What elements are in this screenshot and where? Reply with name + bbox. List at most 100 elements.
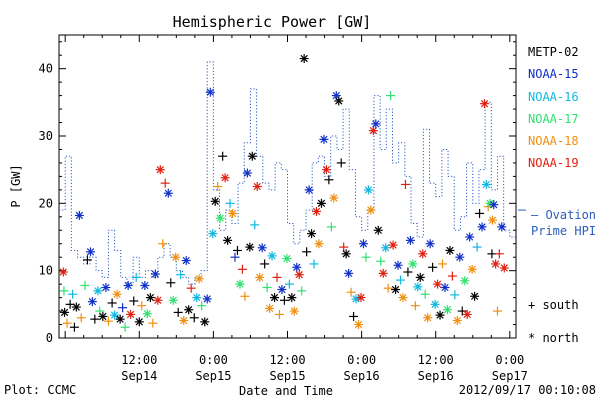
south-point xyxy=(240,291,250,301)
south-point xyxy=(450,290,460,300)
x-axis-label: Date and Time xyxy=(239,384,333,398)
south-point xyxy=(197,301,207,311)
south-point xyxy=(76,313,86,323)
north-point xyxy=(257,243,267,253)
y-tick-label: 10 xyxy=(39,264,53,278)
north-point xyxy=(171,252,181,262)
north-point xyxy=(425,239,435,249)
y-axis-label: P [GW] xyxy=(9,164,23,207)
south-point xyxy=(309,259,319,269)
south-point xyxy=(428,262,438,272)
legend-ovation-label: — Ovation xyxy=(531,208,596,222)
x-tick-sublabel: Sep16 xyxy=(344,369,380,383)
south-point xyxy=(336,158,346,168)
north-point xyxy=(98,311,108,321)
south-point xyxy=(218,151,228,161)
south-point xyxy=(69,322,79,332)
y-axis: 0 10 20 30 40 xyxy=(39,41,516,345)
north-point xyxy=(126,309,136,319)
south-point xyxy=(279,295,289,305)
north-point xyxy=(481,179,491,189)
south-point xyxy=(237,264,247,274)
south-point xyxy=(173,307,183,317)
x-tick-label: 12:00 xyxy=(269,353,305,367)
south-point xyxy=(324,175,334,185)
north-point xyxy=(460,276,470,286)
legend-metp-02: METP-02 xyxy=(528,45,579,59)
y-tick-label: 20 xyxy=(39,196,53,210)
x-axis: 12:00 Sep14 0:00 Sep15 12:00 Sep15 0:00 Sep16 12… xyxy=(64,35,528,383)
south-point xyxy=(158,239,168,249)
south-point xyxy=(62,318,72,328)
north-point xyxy=(181,256,191,266)
north-point xyxy=(329,193,339,203)
x-tick-label: 0:00 xyxy=(347,353,376,367)
south-point xyxy=(186,283,196,293)
north-point xyxy=(142,309,152,319)
north-point xyxy=(321,165,331,175)
north-point xyxy=(455,252,465,262)
north-point xyxy=(344,268,354,278)
north-point xyxy=(304,185,314,195)
north-point xyxy=(408,259,418,269)
north-point xyxy=(200,317,210,327)
ovation-hpi-line xyxy=(59,61,516,285)
legend-north-marker: * north xyxy=(528,331,579,345)
south-point xyxy=(492,306,502,316)
south-point xyxy=(302,247,312,257)
north-point xyxy=(435,310,445,320)
legend: METP-02 NOAA-15 NOAA-16 NOAA-17 NOAA-18 … xyxy=(528,45,596,345)
north-point xyxy=(210,196,220,206)
legend-noaa-18: NOAA-18 xyxy=(528,134,579,148)
south-point xyxy=(82,255,92,265)
north-point xyxy=(255,272,265,282)
south-point xyxy=(400,179,410,189)
legend-noaa-19: NOAA-19 xyxy=(528,156,579,170)
x-tick-sublabel: Sep17 xyxy=(492,369,528,383)
north-point xyxy=(277,285,287,295)
plot-frame xyxy=(58,34,517,339)
north-point xyxy=(220,173,230,183)
north-point xyxy=(430,299,440,309)
north-point xyxy=(140,280,150,290)
north-point xyxy=(480,99,490,109)
north-point xyxy=(462,309,472,319)
north-point xyxy=(179,315,189,325)
north-point xyxy=(440,283,450,292)
x-tick-sublabel: Sep16 xyxy=(418,369,454,383)
south-point xyxy=(447,271,457,281)
north-point xyxy=(58,267,68,277)
south-point xyxy=(349,311,359,321)
x-tick-label: 12:00 xyxy=(418,353,454,367)
north-point xyxy=(363,185,373,195)
north-point xyxy=(358,239,368,249)
north-point xyxy=(245,242,255,252)
north-point xyxy=(299,54,309,64)
south-point xyxy=(103,316,113,326)
y-tick-label: 0 xyxy=(46,331,53,345)
north-point xyxy=(282,254,292,264)
north-point xyxy=(289,306,299,316)
north-point xyxy=(366,205,376,215)
legend-south-marker: + south xyxy=(528,298,579,312)
north-point xyxy=(215,213,225,223)
north-point xyxy=(155,165,165,175)
plot-source-label: Plot: CCMC xyxy=(4,383,76,397)
north-point xyxy=(123,280,133,290)
south-point xyxy=(68,289,78,299)
north-point xyxy=(60,307,70,317)
north-point xyxy=(470,291,480,301)
north-point xyxy=(292,262,302,272)
north-point xyxy=(452,315,462,325)
north-point xyxy=(150,269,160,279)
legend-noaa-15: NOAA-15 xyxy=(528,67,579,81)
legend-ovation-label-2: Prime HPI xyxy=(531,224,596,238)
y-tick-label: 30 xyxy=(39,129,53,143)
south-point xyxy=(59,286,69,296)
south-point xyxy=(213,182,223,191)
south-point xyxy=(457,306,467,316)
north-point xyxy=(294,270,304,280)
north-point xyxy=(354,320,364,330)
north-point xyxy=(371,119,381,129)
